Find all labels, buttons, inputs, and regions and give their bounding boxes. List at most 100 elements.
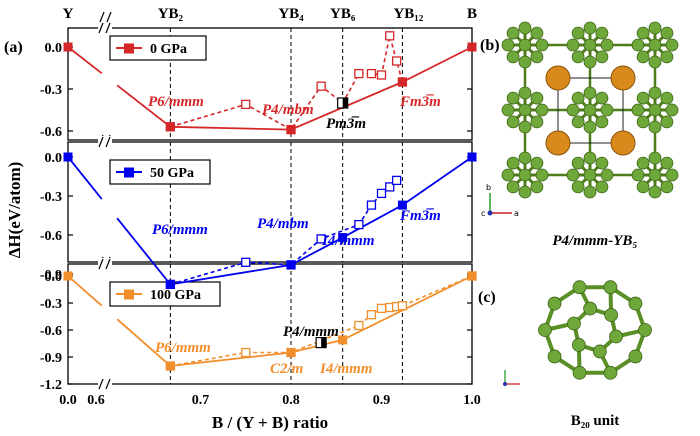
structure-annotation: P4/mmm: [283, 324, 339, 340]
structure-annotation: P4/mbm: [257, 216, 309, 232]
metastable-point: [316, 81, 326, 91]
metastable-point: [354, 68, 364, 79]
boron-atom-icon: [628, 349, 643, 364]
boron-cluster-icon: [566, 151, 614, 199]
boron-atom-icon: [603, 280, 618, 295]
metastable-point: [241, 99, 251, 110]
axis-c-dot: [503, 382, 507, 386]
metastable-point: [385, 182, 395, 192]
composition-label: YB₁₂: [393, 6, 423, 22]
y-tick-label: -0.6: [40, 229, 62, 244]
boron-atom-icon: [572, 280, 587, 295]
special-structure-marker-half: [321, 337, 327, 348]
structure-annotation: I4/mmm: [321, 233, 375, 249]
y-tick-label: 0.0: [45, 41, 63, 56]
panel-frame: [67, 263, 473, 385]
composition-label: YB₆: [330, 6, 356, 22]
axis-break-gap: [98, 378, 112, 390]
axis-break-mark: [98, 136, 104, 148]
x-tick-label: 0.0: [59, 393, 77, 408]
structure-annotation: Fm3̅m: [399, 94, 441, 110]
panel-frame: [67, 141, 473, 263]
stable-point: [63, 152, 73, 162]
y-axis-title: ΔH(eV/atom): [5, 162, 24, 259]
stable-hull-line: [116, 318, 171, 367]
yttrium-atom-icon: [610, 65, 636, 91]
metastable-point: [354, 219, 364, 230]
boron-cluster-icon: [631, 86, 679, 134]
yttrium-atom-icon: [545, 130, 571, 156]
composition-label: YB₂: [158, 6, 184, 22]
stable-point: [467, 152, 477, 162]
stable-point: [63, 271, 73, 281]
boron-atom-icon: [603, 365, 618, 380]
legend-marker: [124, 167, 134, 178]
axis-break-mark: [105, 22, 111, 34]
axis-letter: b: [486, 183, 491, 192]
panel-label-b: (b): [480, 37, 500, 54]
boron-atom-icon: [638, 323, 652, 337]
legend-label: 0 GPa: [150, 42, 187, 57]
boron-atom-icon: [572, 365, 587, 380]
metastable-point: [241, 347, 251, 358]
boron-cluster-icon: [566, 21, 614, 69]
axis-letter: c: [481, 209, 485, 218]
metastable-point: [397, 301, 408, 311]
stable-point: [165, 279, 175, 289]
boron-atom-icon: [547, 349, 562, 364]
metastable-point: [391, 175, 402, 186]
structure-caption-c: B₂₀ unit: [571, 413, 620, 429]
metastable-point: [391, 56, 402, 66]
stable-point: [467, 42, 477, 52]
panel-label-a: (a): [4, 39, 23, 56]
metastable-point: [366, 310, 377, 320]
stable-point: [286, 348, 296, 357]
structure-annotation: P6/mmm: [152, 222, 208, 238]
axis-break-mark: [105, 258, 111, 270]
metastable-point: [316, 234, 326, 244]
axis-break-mark: [105, 136, 111, 148]
legend-label: 50 GPa: [150, 166, 194, 181]
structure-annotation: P6/mmm: [148, 94, 204, 110]
stable-point: [338, 335, 348, 345]
axis-break-mark: [105, 378, 111, 390]
axis-break-gap: [98, 136, 112, 148]
yttrium-atom-icon: [545, 65, 571, 91]
axis-break-gap: [98, 258, 112, 270]
metastable-point: [376, 70, 387, 80]
composition-label: B: [467, 6, 477, 22]
stable-point: [63, 42, 73, 52]
stable-point: [397, 200, 407, 210]
y-tick-label: -0.3: [40, 190, 62, 205]
structure-annotation: P6/mmm: [155, 340, 211, 356]
structure-annotation: Pm3̅m: [326, 116, 366, 132]
structure-annotation: C2/m: [270, 361, 303, 377]
axis-break-mark: [99, 11, 105, 23]
boron-atom-icon: [609, 329, 623, 344]
axis-break-mark: [98, 378, 104, 390]
y-tick-label: -0.9: [40, 268, 62, 283]
legend-marker: [124, 289, 134, 300]
y-tick-label: -0.3: [40, 83, 62, 98]
axis-break-gap: [98, 22, 112, 34]
boron-cluster-icon: [501, 86, 549, 134]
x-axis-title: B / (Y + B) ratio: [212, 413, 328, 432]
panel-label-c: (c): [478, 289, 496, 306]
boron-cluster-icon: [501, 151, 549, 199]
metastable-point: [366, 68, 377, 79]
legend-marker: [124, 43, 134, 54]
y-tick-label: 0.0: [45, 151, 63, 166]
composition-label: Y: [63, 6, 74, 22]
stable-point: [286, 260, 296, 270]
boron-atom-icon: [571, 338, 586, 352]
metastable-point: [376, 188, 387, 199]
stable-hull-line: [116, 217, 172, 285]
y-tick-label: -0.3: [40, 297, 62, 312]
y-tick-label: -0.6: [40, 125, 62, 140]
boron-atom-icon: [628, 296, 643, 311]
metastable-point: [354, 320, 364, 331]
axis-break-mark: [98, 22, 104, 34]
stable-hull-line: [67, 46, 103, 75]
panel-frame: [67, 27, 473, 141]
